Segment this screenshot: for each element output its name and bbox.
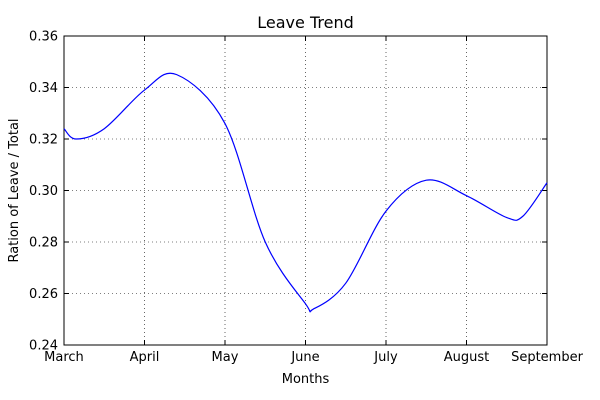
x-tick-label: April <box>130 350 160 365</box>
axis-ticks: March April May June July August September 0.24… <box>29 30 584 366</box>
x-tick-label: May <box>212 350 239 365</box>
y-tick-label: 0.34 <box>29 81 58 96</box>
chart-title: Leave Trend <box>257 13 353 32</box>
x-tick-label: July <box>373 350 398 365</box>
grid <box>64 36 547 345</box>
x-axis-label: Months <box>282 372 330 387</box>
y-tick-label: 0.36 <box>29 30 58 45</box>
y-tick-label: 0.24 <box>29 339 58 354</box>
series-group <box>63 72 548 313</box>
x-tick-label: September <box>511 350 584 365</box>
x-tick-label: August <box>444 350 490 365</box>
y-axis-label: Ration of Leave / Total <box>7 118 22 262</box>
series-line <box>63 72 548 313</box>
y-tick-label: 0.30 <box>29 184 58 199</box>
y-tick-label: 0.26 <box>29 287 58 302</box>
y-tick-label: 0.32 <box>29 133 58 148</box>
x-tick-label: June <box>290 350 319 365</box>
y-tick-label: 0.28 <box>29 236 58 251</box>
x-tick-label: March <box>44 350 84 365</box>
